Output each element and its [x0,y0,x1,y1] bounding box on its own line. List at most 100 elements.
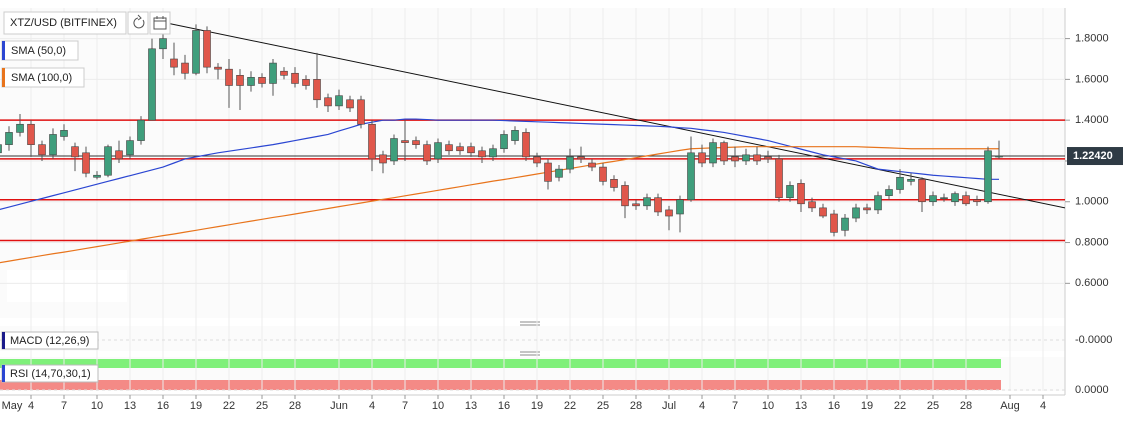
candle-body [665,209,673,217]
x-tick-label: Jul [662,400,676,412]
candle-body [137,119,145,141]
x-tick-label: 22 [894,400,906,412]
x-tick-label: 28 [289,400,301,412]
x-tick-label: 16 [828,400,840,412]
candle-body [280,70,288,76]
x-tick-label: 19 [861,400,873,412]
candle-body [599,166,607,182]
candle-body [93,174,101,178]
candle-body [775,158,783,198]
x-tick-label: Aug [1000,400,1020,412]
x-tick-label: 10 [91,400,103,412]
candle-body [764,156,772,160]
candle-body [236,75,244,86]
y-tick-label: 1.8000 [1075,32,1109,44]
x-tick-label: Jun [330,400,348,412]
indicator-label: RSI (14,70,30,1) [10,368,91,380]
candle-body [676,199,684,215]
x-tick-label: 10 [432,400,444,412]
indicator-swatch [2,332,5,349]
candle-body [786,185,794,198]
candle-body [445,144,453,152]
y-tick-label: 0.6000 [1075,277,1109,289]
x-tick-label: 16 [157,400,169,412]
candle-body [423,144,431,162]
candle-body [720,142,728,162]
candle-body [962,195,970,205]
x-tick-label: 22 [223,400,235,412]
candle-body [929,195,937,203]
candle-body [269,62,277,84]
legend-label: SMA (50,0) [11,45,66,57]
candle-body [830,213,838,233]
macd-background [0,326,1065,351]
x-tick-label: 4 [28,400,34,412]
x-tick-label: 7 [402,400,408,412]
candle-body [38,144,46,156]
candle-body [181,62,189,74]
calendar-button[interactable] [149,11,171,35]
candle-body [467,146,475,154]
calendar-icon [153,16,167,30]
y-tick-label: 1.4000 [1075,114,1109,126]
candle-body [863,207,871,211]
refresh-icon [133,14,145,29]
rsi-overbought-band [0,359,1001,368]
candle-body [27,123,35,145]
x-tick-label: 19 [531,400,543,412]
candle-body [995,155,1003,158]
candle-body [940,197,948,199]
last-price-label: 1.22420 [1073,150,1113,162]
legend-swatch [2,68,5,87]
candle-body [247,77,255,86]
candle-body [357,99,365,125]
blank-box [7,270,127,302]
candle-body [852,207,860,219]
candle-body [368,123,376,160]
candle-body [192,30,200,74]
candle-body [918,179,926,203]
candle-body [115,150,123,160]
candle-body [71,146,79,158]
x-tick-label: 10 [762,400,774,412]
candle-body [478,150,486,158]
trendline [162,21,1065,209]
candle-body [841,217,849,231]
candle-body [951,193,959,203]
candle-body [797,183,805,205]
candle-body [489,148,497,158]
candle-body [632,203,640,207]
x-tick-label: May [2,400,23,412]
candle-body [698,152,706,164]
x-tick-label: 7 [732,400,738,412]
x-tick-label: 25 [927,400,939,412]
x-tick-label: 4 [369,400,375,412]
candle-body [49,134,57,156]
candle-body [390,138,398,162]
x-tick-label: 4 [699,400,705,412]
candle-body [588,162,596,168]
y-tick-label: 1.6000 [1075,73,1109,85]
x-tick-label: 13 [795,400,807,412]
candle-body [753,154,761,162]
candle-body [621,185,629,207]
candle-body [324,97,332,107]
x-tick-label: 16 [498,400,510,412]
candle-body [104,146,112,176]
x-tick-label: 25 [256,400,268,412]
x-tick-label: 25 [597,400,609,412]
candle-body [434,142,442,160]
candle-body [60,130,68,137]
candle-body [654,197,662,213]
candle-body [687,152,695,201]
candle-body [0,144,2,154]
symbol-title: XTZ/USD (BITFINEX) [10,17,117,29]
refresh-button[interactable] [127,11,149,35]
candle-body [984,150,992,203]
sma-line [0,146,999,264]
candle-body [456,146,464,152]
candle-body [643,197,651,207]
x-tick-label: 19 [190,400,202,412]
indicator-label: MACD (12,26,9) [10,335,89,347]
